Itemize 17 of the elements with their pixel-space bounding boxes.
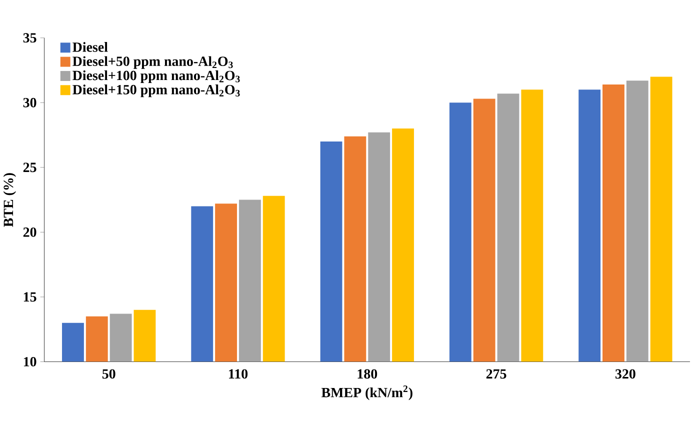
x-tick-label: 50 bbox=[102, 368, 116, 378]
x-tick-label: 110 bbox=[229, 368, 248, 378]
legend-label: Diesel bbox=[72, 42, 108, 52]
y-tick-label: 30 bbox=[23, 98, 36, 108]
x-axis-title: BMEP (kN/m$^{2}$) bbox=[321, 385, 412, 400]
y-tick-label: 20 bbox=[23, 227, 36, 237]
legend-label: Diesel+100 ppm nano-Al$_{2}$O$_{3}$ bbox=[72, 70, 240, 83]
y-tick-label: 15 bbox=[24, 292, 36, 302]
y-axis-title: BTE (%) bbox=[3, 172, 16, 227]
y-tick-label: 10 bbox=[24, 356, 36, 366]
y-tick-label: 35 bbox=[23, 32, 36, 42]
x-tick-label: 180 bbox=[358, 368, 378, 378]
x-tick-label: 275 bbox=[486, 368, 506, 378]
y-tick-label: 25 bbox=[23, 162, 36, 172]
x-tick-label: 320 bbox=[615, 368, 636, 378]
legend-label: Diesel+150 ppm nano-Al$_{2}$O$_{3}$ bbox=[72, 84, 240, 97]
legend-label: Diesel+50 ppm nano-Al$_{2}$O$_{3}$ bbox=[72, 56, 233, 69]
